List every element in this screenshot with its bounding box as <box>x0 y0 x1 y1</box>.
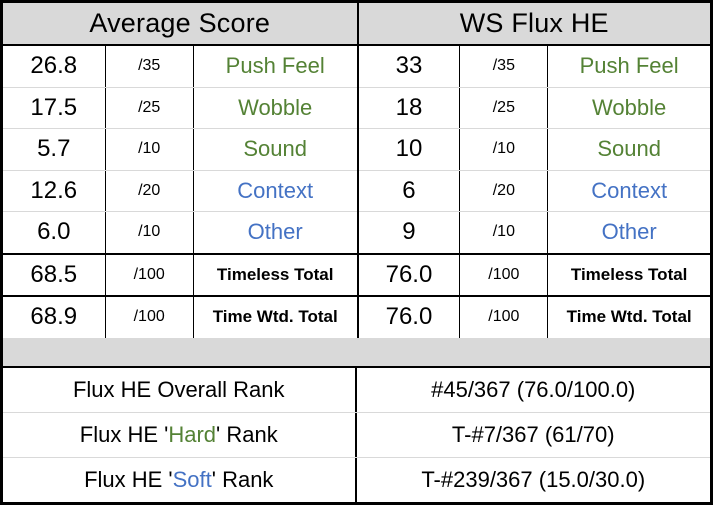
rank-label-text: ' Rank <box>216 421 278 447</box>
score-row-push-feel: 33 /35 Push Feel <box>358 46 710 88</box>
rank-label-text: Flux HE Overall Rank <box>72 376 285 402</box>
rank-label: Flux HE ' Hard ' Rank <box>3 412 357 457</box>
score-row-context: 12.6 /20 Context <box>3 170 357 212</box>
score-max: /10 <box>106 212 194 253</box>
rank-label-word: Hard <box>168 421 217 447</box>
total-value: 68.9 <box>3 297 106 338</box>
rank-label-word: Soft <box>172 466 212 492</box>
rank-label-text: Flux HE ' <box>79 421 169 447</box>
total-value: 76.0 <box>359 254 461 295</box>
score-row-context: 6 /20 Context <box>358 170 710 212</box>
total-max: /100 <box>106 297 194 338</box>
total-max: /100 <box>460 254 549 295</box>
column-header-ws-flux-he: WS Flux HE <box>358 3 710 46</box>
rank-row-soft: Flux HE ' Soft ' Rank T-#239/367 (15.0/30.… <box>3 457 710 503</box>
rank-value: T-#7/367 (61/70) <box>451 421 615 447</box>
rank-row-overall: Flux HE Overall Rank #45/367 (76.0/100.0… <box>3 367 710 413</box>
total-row-timeless: 68.5 /100 Timeless Total <box>3 254 357 297</box>
score-label: Context <box>237 177 314 203</box>
total-row-time-weighted: 76.0 /100 Time Wtd. Total <box>359 297 711 338</box>
total-row-time-weighted: 68.9 /100 Time Wtd. Total <box>3 297 357 338</box>
total-value: 76.0 <box>359 297 461 338</box>
score-value: 6.0 <box>3 212 106 253</box>
score-row-wobble: 18 /25 Wobble <box>358 87 710 129</box>
rank-label-text: Flux HE ' <box>84 466 173 492</box>
column-ws-flux-he: WS Flux HE 33 /35 Push Feel 18 /25 Wobbl… <box>356 3 711 338</box>
rank-value: #45/367 (76.0/100.0) <box>431 376 636 402</box>
score-label: Push Feel <box>579 53 679 79</box>
total-max: /100 <box>106 254 194 295</box>
score-label: Wobble <box>238 94 313 120</box>
rank-label: Flux HE Overall Rank <box>3 367 357 412</box>
separator-band <box>3 337 710 368</box>
score-row-other: 6.0 /10 Other <box>3 212 357 255</box>
score-max: /35 <box>106 46 194 87</box>
rank-section: Flux HE Overall Rank #45/367 (76.0/100.0… <box>3 367 710 503</box>
score-max: /10 <box>106 129 194 170</box>
total-max: /100 <box>460 297 549 338</box>
score-max: /20 <box>106 170 194 211</box>
total-row-timeless: 76.0 /100 Timeless Total <box>358 254 710 297</box>
rank-label: Flux HE ' Soft ' Rank <box>3 457 357 503</box>
score-max: /10 <box>460 129 549 170</box>
score-value: 10 <box>359 129 461 170</box>
score-row-sound: 10 /10 Sound <box>358 129 710 171</box>
column-header-average-score: Average Score <box>3 3 357 46</box>
score-value: 18 <box>359 87 461 128</box>
total-label: Timeless Total <box>216 264 334 284</box>
score-row-other: 9 /10 Other <box>358 212 710 255</box>
score-value: 5.7 <box>3 129 106 170</box>
score-value: 6 <box>359 170 461 211</box>
column-average-score: Average Score 26.8 /35 Push Feel 17.5 /2… <box>3 3 357 338</box>
score-value: 17.5 <box>3 87 106 128</box>
score-label: Sound <box>597 136 661 162</box>
score-max: /35 <box>460 46 549 87</box>
total-label: Time Wtd. Total <box>566 307 692 327</box>
score-label: Wobble <box>592 94 667 120</box>
score-row-push-feel: 26.8 /35 Push Feel <box>3 46 357 88</box>
score-max: /25 <box>460 87 549 128</box>
score-columns: Average Score 26.8 /35 Push Feel 17.5 /2… <box>3 3 710 338</box>
total-label: Time Wtd. Total <box>212 307 338 327</box>
score-label: Sound <box>243 136 307 162</box>
score-max: /25 <box>106 87 194 128</box>
score-max: /20 <box>460 170 549 211</box>
total-value: 68.5 <box>3 254 106 295</box>
score-label: Push Feel <box>225 53 325 79</box>
score-label: Context <box>591 177 668 203</box>
score-value: 26.8 <box>3 46 106 87</box>
total-label: Timeless Total <box>570 264 688 284</box>
score-label: Other <box>247 219 303 245</box>
score-label: Other <box>601 219 657 245</box>
score-row-sound: 5.7 /10 Sound <box>3 129 357 171</box>
score-value: 12.6 <box>3 170 106 211</box>
score-value: 33 <box>359 46 461 87</box>
score-row-wobble: 17.5 /25 Wobble <box>3 87 357 129</box>
rank-label-text: ' Rank <box>211 466 274 492</box>
rank-value: T-#239/367 (15.0/30.0) <box>421 466 646 492</box>
score-value: 9 <box>359 212 461 253</box>
rank-row-hard: Flux HE ' Hard ' Rank T-#7/367 (61/70) <box>3 412 710 458</box>
score-max: /10 <box>460 212 549 253</box>
